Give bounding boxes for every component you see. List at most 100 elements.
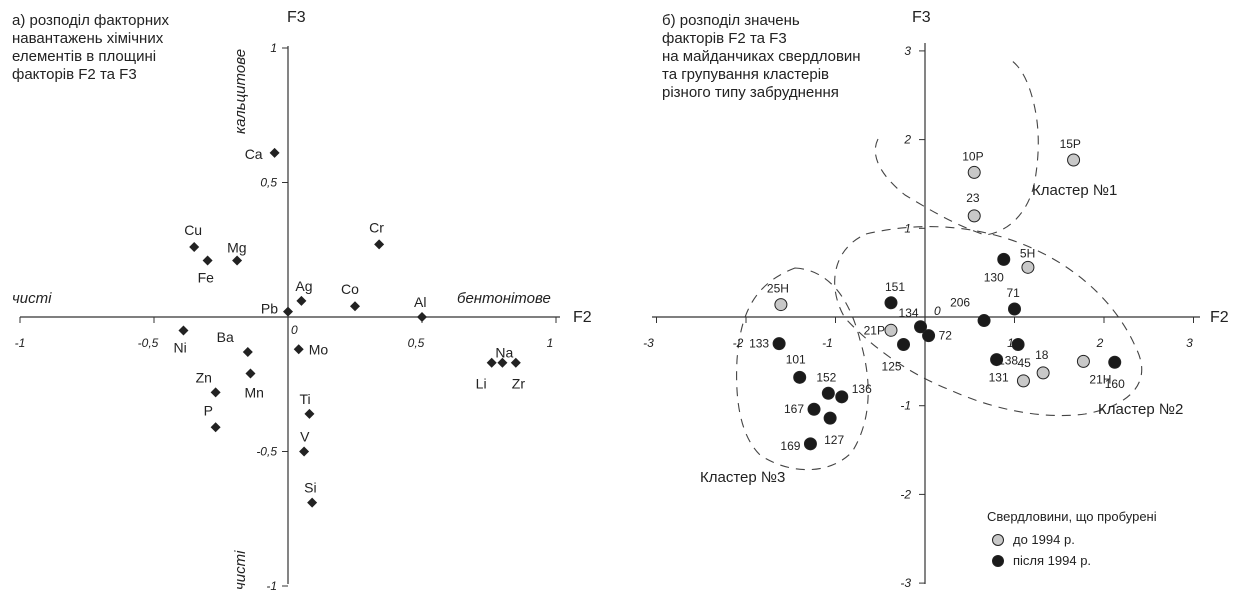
- well-after-1994-169: [803, 437, 817, 451]
- well-label-101: 101: [786, 352, 806, 366]
- panel-a-point-cu: [189, 242, 200, 253]
- panel-a-point-ni: [178, 325, 189, 336]
- panel-a-point-label-mo: Mo: [309, 341, 329, 357]
- panel-a-point-si: [307, 497, 318, 508]
- panel-a-point-mn: [245, 368, 256, 379]
- well-label-152: 152: [816, 370, 836, 384]
- well-label-134: 134: [899, 306, 919, 320]
- panel-a-point-label-ca: Ca: [245, 146, 263, 162]
- well-after-1994-138: [1011, 337, 1025, 351]
- well-label-206: 206: [950, 296, 970, 310]
- well-label-21н: 21Н: [1089, 372, 1111, 386]
- well-label-5н: 5Н: [1020, 246, 1035, 260]
- panel-a-point-al: [417, 312, 427, 322]
- panel-b-x-tick-label: -1: [822, 336, 833, 350]
- panel-b-y-tick-label: 3: [904, 44, 911, 58]
- well-label-45: 45: [1017, 356, 1031, 370]
- cluster-boundary-1: [874, 57, 1039, 236]
- well-before-1994-21н: [1076, 354, 1090, 368]
- panel-a-chart: -1 -0,5 0,5 1 1 0,5 -0,5 -1 0 F3 F2 кальцитове чисті…: [12, 9, 592, 591]
- panel-a-f3-top-pole: кальцитове: [232, 49, 249, 134]
- well-after-1994-131: [990, 353, 1004, 367]
- panel-a-point-zn: [210, 387, 221, 398]
- well-after-1994-151: [884, 296, 898, 310]
- well-label-127: 127: [824, 433, 844, 447]
- panel-b-x-tick-label: 1: [1007, 336, 1014, 350]
- panel-b-x-tick-label: 2: [1096, 336, 1104, 350]
- panel-b-chart: -3 -2 -1 1 2 3321-1-2-30F3F210Р15Р235Н25Н21Р4…: [643, 9, 1229, 590]
- panel-a-point-label-na: Na: [495, 345, 513, 361]
- panel-a-f2-right-pole: бентонітове: [457, 290, 551, 307]
- panel-a-point-cr: [374, 239, 385, 250]
- panel-a-point-label-v: V: [300, 429, 310, 445]
- panel-a-point-label-zr: Zr: [512, 376, 526, 392]
- panel-a-x-axis-title: F2: [573, 309, 592, 326]
- panel-a-point-label-ag: Ag: [295, 278, 312, 294]
- well-after-1994-130: [997, 252, 1011, 266]
- panel-a-y-tick-label: 1: [270, 41, 277, 55]
- well-label-130: 130: [984, 270, 1004, 284]
- well-after-1994-72: [922, 329, 936, 343]
- panel-a-point-ca: [269, 147, 280, 158]
- panel-a-caption: а) розподіл факторних навантажень хімічн…: [12, 12, 170, 83]
- panel-a-point-label-si: Si: [304, 480, 316, 496]
- panel-a-point-ti: [304, 408, 315, 419]
- panel-a-point-li: [486, 357, 497, 368]
- cluster-boundary-3: [736, 267, 869, 471]
- panel-a-point-label-al: Al: [414, 294, 426, 310]
- panel-b-x-tick-label: -2: [733, 336, 744, 350]
- well-label-71: 71: [1007, 286, 1021, 300]
- panel-a-x-tick-label: -1: [15, 336, 26, 350]
- well-label-21р: 21Р: [864, 323, 885, 337]
- legend-label-2: після 1994 р.: [1013, 553, 1091, 568]
- panel-a-point-label-ba: Ba: [217, 329, 234, 345]
- cluster-2-label: Кластер №2: [1098, 401, 1183, 418]
- panel-b-y-tick-label: -2: [900, 487, 911, 501]
- panel-a-point-fe: [202, 255, 213, 266]
- panel-a-point-ba: [242, 346, 253, 357]
- well-after-1994-125: [897, 337, 911, 351]
- panel-a-origin-label: 0: [291, 323, 298, 337]
- well-label-125: 125: [882, 359, 902, 373]
- panel-a-point-zr: [510, 357, 521, 368]
- legend-marker-1: [992, 534, 1004, 546]
- panel-a-point-ag: [296, 295, 307, 306]
- well-after-1994-152: [821, 386, 835, 400]
- well-before-1994-45: [1016, 374, 1030, 388]
- well-label-15р: 15Р: [1060, 137, 1081, 151]
- panel-a-point-pb: [283, 306, 293, 317]
- panel-a-point-v: [299, 446, 310, 457]
- well-label-23: 23: [966, 191, 980, 205]
- panel-a-point-label-p: P: [204, 402, 213, 418]
- well-before-1994-15р: [1067, 153, 1081, 167]
- well-after-1994-134: [914, 320, 928, 334]
- panel-b-y-tick-label: 2: [903, 133, 911, 147]
- panel-a-point-label-fe: Fe: [198, 270, 215, 286]
- well-after-1994-160: [1108, 355, 1122, 369]
- panel-b-origin-label: 0: [934, 304, 941, 318]
- panel-b-x-tick-label: -3: [643, 336, 654, 350]
- well-before-1994-25н: [774, 298, 788, 312]
- panel-b-y-tick-label: -3: [900, 576, 911, 590]
- well-after-1994-136: [835, 390, 849, 404]
- well-label-72: 72: [939, 329, 953, 343]
- panel-a-point-label-cu: Cu: [184, 222, 202, 238]
- well-after-1994-206: [977, 314, 991, 328]
- panel-b-x-tick-label: 3: [1186, 336, 1193, 350]
- panel-a-y-tick-label: -0,5: [256, 445, 277, 459]
- panel-a-point-label-mn: Mn: [244, 384, 263, 400]
- cluster-1-label: Кластер №1: [1032, 182, 1117, 199]
- panel-a-point-label-ni: Ni: [173, 339, 186, 355]
- well-label-18: 18: [1035, 348, 1049, 362]
- well-before-1994-23: [967, 209, 981, 223]
- panel-b-caption: б) розподіл значень факторів F2 та F3 на…: [662, 12, 861, 101]
- panel-b-y-tick-label: -1: [900, 399, 911, 413]
- legend-title: Свердловини, що пробурені: [987, 509, 1157, 524]
- panel-a-point-label-li: Li: [476, 376, 487, 392]
- well-after-1994-127: [823, 411, 837, 425]
- panel-a-point-mg: [232, 255, 243, 266]
- legend-label-1: до 1994 р.: [1013, 532, 1075, 547]
- well-before-1994-10р: [967, 165, 981, 179]
- cluster-3-label: Кластер №3: [700, 469, 785, 486]
